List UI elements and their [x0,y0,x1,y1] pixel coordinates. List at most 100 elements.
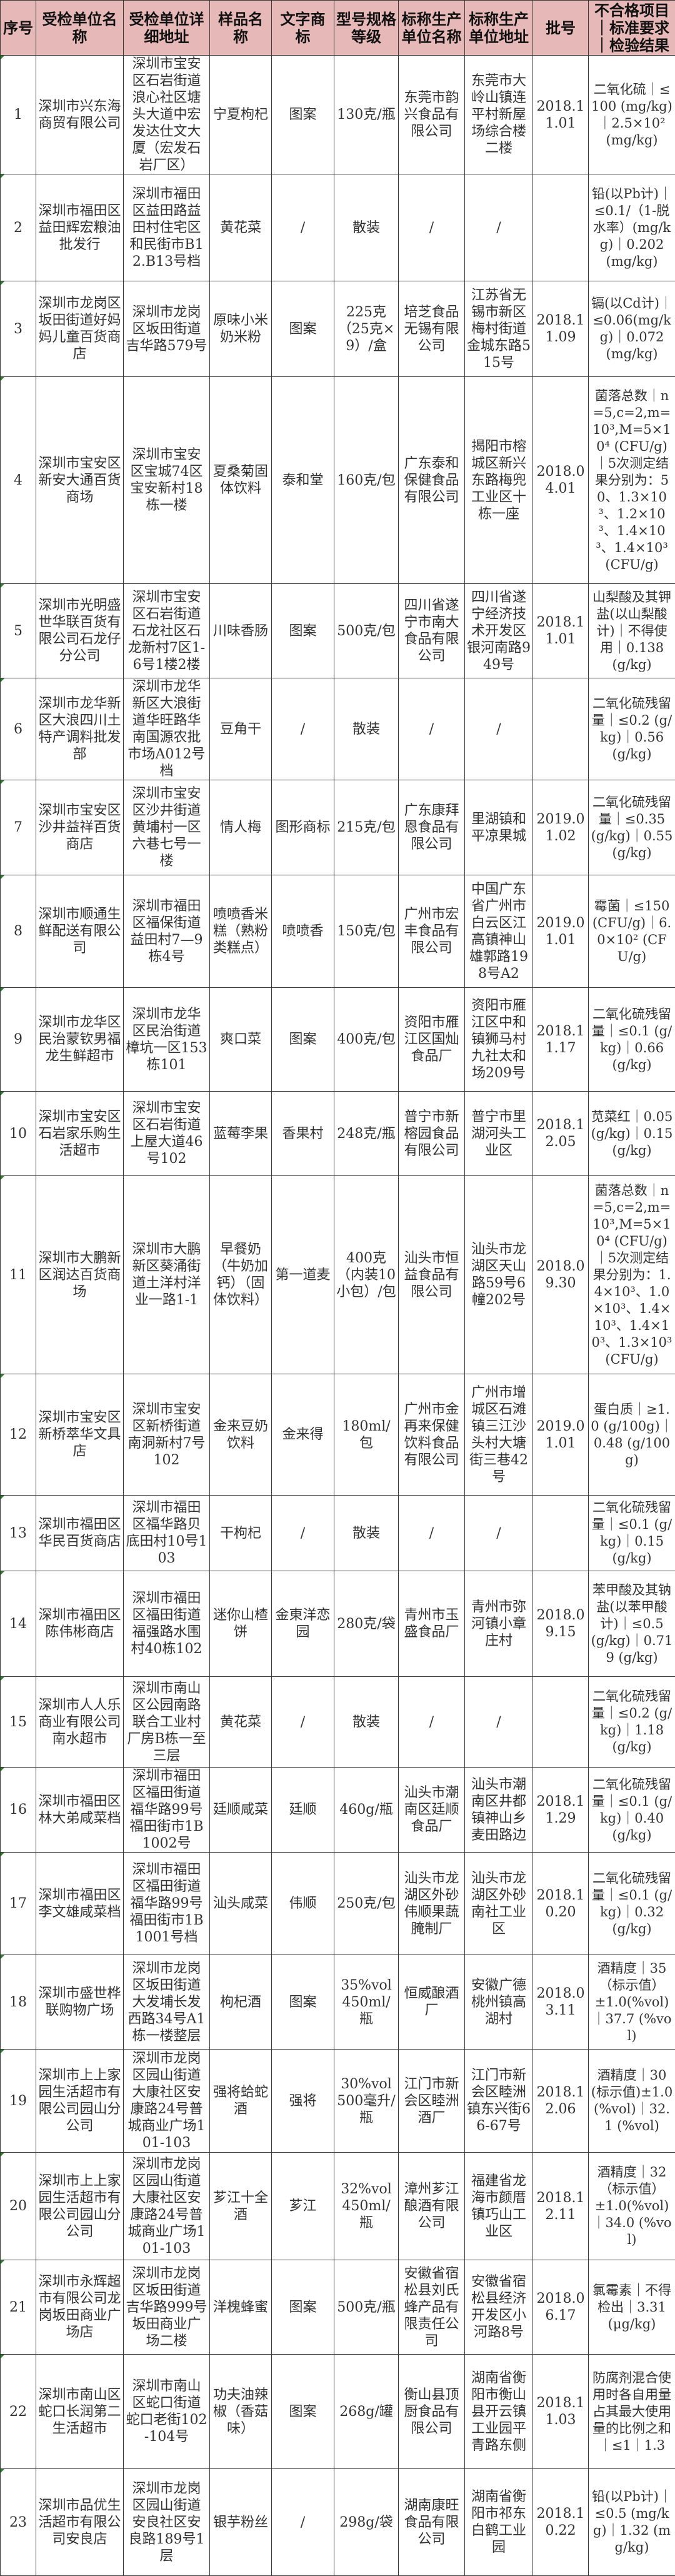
spec: 460g/瓶 [334,1768,399,1853]
failed-item-result: 二氧化硫残留量｜≤0.1 (g/kg)｜0.40 (g/kg) [589,1768,675,1853]
inspected-unit: 深圳市人人乐商业有限公司南水超市 [36,1677,124,1768]
manufacturer: 广州市宏丰食品有限公司 [399,875,465,988]
sample-name: 强将蛤蛇酒 [210,2050,272,2153]
spec: 散装 [334,174,399,281]
manufacturer: 江门市新会区睦洲酒厂 [399,2050,465,2153]
inspected-address: 深圳市宝安区沙井街道黄埔村一区六巷七号一楼 [124,780,210,875]
failed-item-result: 苋菜红｜0.05(g/kg)｜0.15 (g/kg) [589,1092,675,1176]
failed-item-result: 霉菌｜≤150 (CFU/g)｜6.0×10² (CFU/g) [589,875,675,988]
manufacturer-address: 普宁市里湖河头工业区 [465,1092,533,1176]
trademark: 强将 [272,2050,334,2153]
header-inspected-address: 受检单位详细地址 [124,1,210,56]
inspected-unit: 深圳市宝安区新安大通百货商场 [36,377,124,584]
batch-number: 2018.09.15 [533,1571,589,1677]
header-manufacturer: 标称生产单位名称 [399,1,465,56]
trademark: 图案 [272,56,334,174]
failed-item-result: 酒精度｜32（标示值）±1.0(%vol)｜34.0 (%vol) [589,2153,675,2260]
failed-item-result: 菌落总数｜n=5,c=2,m=10³,M=5×10⁴ (CFU/g)｜5次测定结… [589,1176,675,1374]
sample-name: 银芋粉丝 [210,2469,272,2576]
manufacturer-address: / [465,678,533,780]
inspected-unit: 深圳市宝安区新桥萃华文具店 [36,1374,124,1496]
sample-name: 川味香肠 [210,584,272,678]
manufacturer: 东莞市韵兴食品有限公司 [399,56,465,174]
trademark: 金東洋恋园 [272,1571,334,1677]
manufacturer: 汕头市龙湖区外砂伟顺果蔬腌制厂 [399,1853,465,1955]
sample-name: 干枸杞 [210,1496,272,1571]
failed-item-result: 防腐剂混合使用时各自用量占其最大使用量的比例之和｜≤1｜1.3 [589,2355,675,2469]
failed-item-result: 二氧化硫｜≤100 (mg/kg)｜2.5×10² (mg/kg) [589,56,675,174]
cell-comment-marker-icon [1,780,4,784]
inspected-unit: 深圳市兴东海商贸有限公司 [36,56,124,174]
manufacturer-address: 汕头市龙湖区外砂南社工业区 [465,1853,533,1955]
manufacturer-address: 揭阳市榕城区新兴东路梅兜工业区十栋一座 [465,377,533,584]
manufacturer-address: 湖南省衡阳市祁东白鹤工业园 [465,2469,533,2576]
manufacturer: 安徽省宿松县刘氏蜂产品有限责任公司 [399,2260,465,2355]
failed-item-result: 酒精度｜30(标示值)±1.0(%vol)｜32.1 (%vol) [589,2050,675,2153]
inspected-address: 深圳市南山区公园南路联合工业村厂房B栋一至三层 [124,1677,210,1768]
sample-name: 芗江十全酒 [210,2153,272,2260]
batch-number: 2018.11.03 [533,2355,589,2469]
header-inspected-unit: 受检单位名称 [36,1,124,56]
batch-number: 2018.03.11 [533,1955,589,2050]
manufacturer-address: 湖南省衡阳市衡山县开云镇工业园平青路东侧 [465,2355,533,2469]
trademark: / [272,1677,334,1768]
failed-item-result: 氯霉素｜不得检出｜3.31 (μg/kg) [589,2260,675,2355]
cell-comment-marker-icon [1,584,4,588]
header-trademark: 文字商标 [272,1,334,56]
manufacturer-address: 四川省遂宁经济技术开发区银河南路949号 [465,584,533,678]
manufacturer: / [399,1677,465,1768]
inspected-unit: 深圳市龙华新区大浪四川土特产调料批发部 [36,678,124,780]
spec: 268g/罐 [334,2355,399,2469]
spec: 225克（25克×9）/盒 [334,281,399,377]
row-index: 5 [1,584,36,678]
manufacturer: 培芝食品无锡有限公司 [399,281,465,377]
trademark: 金来得 [272,1374,334,1496]
manufacturer-address: 汕头市龙湖区天山路59号6幢202号 [465,1176,533,1374]
trademark: 图形商标 [272,780,334,875]
manufacturer: / [399,678,465,780]
spec: 散装 [334,678,399,780]
inspected-address: 深圳市大鹏新区葵涌街道土洋村洋业一路1-1 [124,1176,210,1374]
cell-comment-marker-icon [1,1955,4,1959]
manufacturer-address: 里湖镇和平凉果城 [465,780,533,875]
sample-name: 宁夏枸杞 [210,56,272,174]
trademark: 图案 [272,988,334,1092]
inspected-address: 深圳市福田区益田路益田村住宅区和民街市B12.B13号档 [124,174,210,281]
row-index: 12 [1,1374,36,1496]
manufacturer: / [399,1496,465,1571]
spec: 160克/包 [334,377,399,584]
inspected-address: 深圳市福田区福保街道益田村7—9栋4号 [124,875,210,988]
spec: 150克/包 [334,875,399,988]
manufacturer: 四川省遂宁市南大食品有限公司 [399,584,465,678]
row-index: 9 [1,988,36,1092]
inspected-address: 深圳市福田区福田街道福华路99号福田街市1B1001号档 [124,1853,210,1955]
manufacturer: 普宁市新榕园食品有限公司 [399,1092,465,1176]
inspected-unit: 深圳市宝安区沙井益祥百货商店 [36,780,124,875]
row-index: 11 [1,1176,36,1374]
trademark: 泰和堂 [272,377,334,584]
spec: 250克/包 [334,1853,399,1955]
header-sample-name: 样品名称 [210,1,272,56]
inspected-address: 深圳市福田区福田街道福华路99号福田街市1B1002号 [124,1768,210,1853]
spec: 298g/袋 [334,2469,399,2576]
cell-comment-marker-icon [1,988,4,992]
spec: 500克/瓶 [334,2260,399,2355]
cell-comment-marker-icon [1,1092,4,1095]
cell-comment-marker-icon [1,174,4,178]
failed-item-result: 蛋白质｜≥1.0 (g/100g)｜0.48 (g/100g) [589,1374,675,1496]
row-index: 3 [1,281,36,377]
sample-name: 情人梅 [210,780,272,875]
manufacturer: 资阳市雁江区国灿食品厂 [399,988,465,1092]
inspected-unit: 深圳市上上家园生活超市有限公司园山分公司 [36,2153,124,2260]
manufacturer-address: 资阳市雁江区中和镇狮马村九社太和场209号 [465,988,533,1092]
cell-comment-marker-icon [1,56,4,59]
inspected-unit: 深圳市大鹏新区润达百货商场 [36,1176,124,1374]
trademark: / [272,2469,334,2576]
